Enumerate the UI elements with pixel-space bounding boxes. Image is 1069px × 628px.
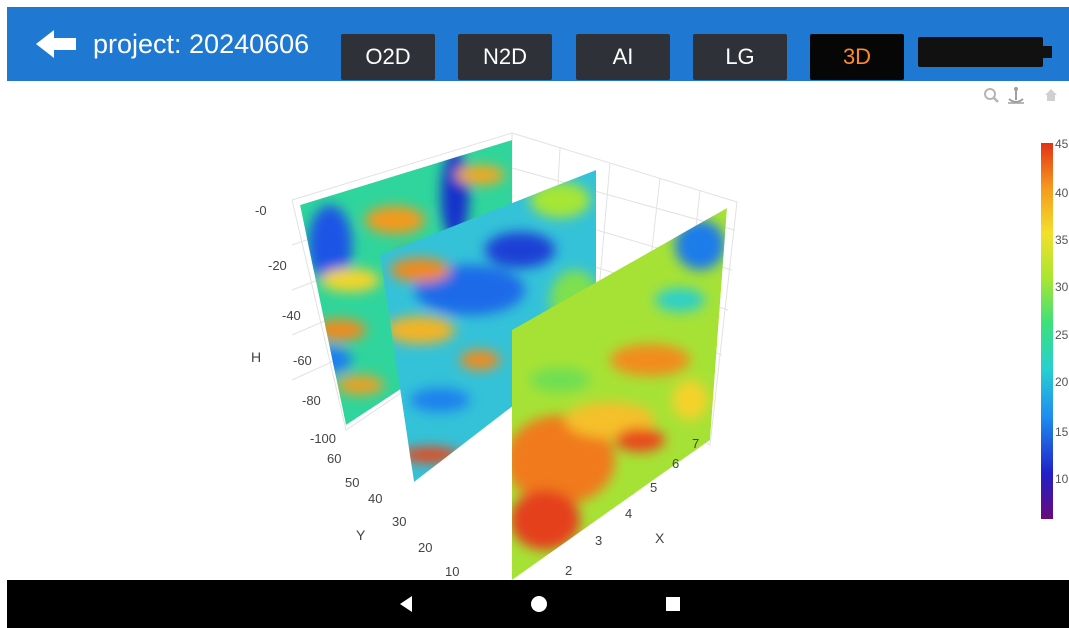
h-tick: -80 xyxy=(302,393,321,408)
colorbar-tick: 20 xyxy=(1055,375,1069,389)
y-tick: 50 xyxy=(345,475,359,490)
home-nav-icon[interactable] xyxy=(529,594,549,614)
x-tick: 2 xyxy=(565,563,572,578)
h-tick: -60 xyxy=(293,353,312,368)
tab-n2d[interactable]: N2D xyxy=(458,34,552,80)
back-nav-icon[interactable] xyxy=(395,594,417,614)
colorbar xyxy=(1041,143,1053,519)
anchor-icon[interactable] xyxy=(1008,87,1024,104)
battery-icon xyxy=(918,37,1043,67)
tab-3d[interactable]: 3D xyxy=(810,34,904,80)
project-title: project: 20240606 xyxy=(93,29,310,59)
recents-nav-icon[interactable] xyxy=(664,595,682,613)
x-axis-label: X xyxy=(655,530,665,546)
home-icon[interactable] xyxy=(1045,89,1057,101)
x-tick: 3 xyxy=(595,533,602,548)
h-tick: -0 xyxy=(255,203,267,218)
tab-ai[interactable]: AI xyxy=(576,34,670,80)
y-tick: 30 xyxy=(392,514,406,529)
x-tick: 6 xyxy=(672,456,679,471)
colorbar-tick: 15 xyxy=(1055,425,1069,439)
battery-tip xyxy=(1043,46,1052,58)
x-tick: 5 xyxy=(650,480,657,495)
zoom-icon[interactable] xyxy=(984,88,999,103)
x-tick: 7 xyxy=(692,436,699,451)
tab-lg[interactable]: LG xyxy=(693,34,787,80)
h-tick: -100 xyxy=(310,431,336,446)
h-tick: -20 xyxy=(268,258,287,273)
colorbar-tick: 10 xyxy=(1055,472,1069,486)
y-tick: 60 xyxy=(327,451,341,466)
colorbar-tick: 40 xyxy=(1055,186,1069,200)
x-tick: 4 xyxy=(625,506,632,521)
colorbar-tick: 30 xyxy=(1055,280,1069,294)
y-tick: 20 xyxy=(418,540,432,555)
back-arrow-icon[interactable] xyxy=(34,27,80,61)
colorbar-tick: 25 xyxy=(1055,328,1069,342)
h-axis-label: H xyxy=(251,349,261,365)
slice-x-6 xyxy=(512,208,727,580)
plot-modebar xyxy=(984,87,1057,104)
system-nav-bar xyxy=(7,580,1069,628)
tab-o2d[interactable]: O2D xyxy=(341,34,435,80)
y-axis-label: Y xyxy=(356,527,366,543)
h-tick: -40 xyxy=(282,308,301,323)
y-tick: 40 xyxy=(368,491,382,506)
y-tick: 10 xyxy=(445,564,459,579)
colorbar-tick: 35 xyxy=(1055,233,1069,247)
colorbar-tick: 45 xyxy=(1055,137,1069,151)
